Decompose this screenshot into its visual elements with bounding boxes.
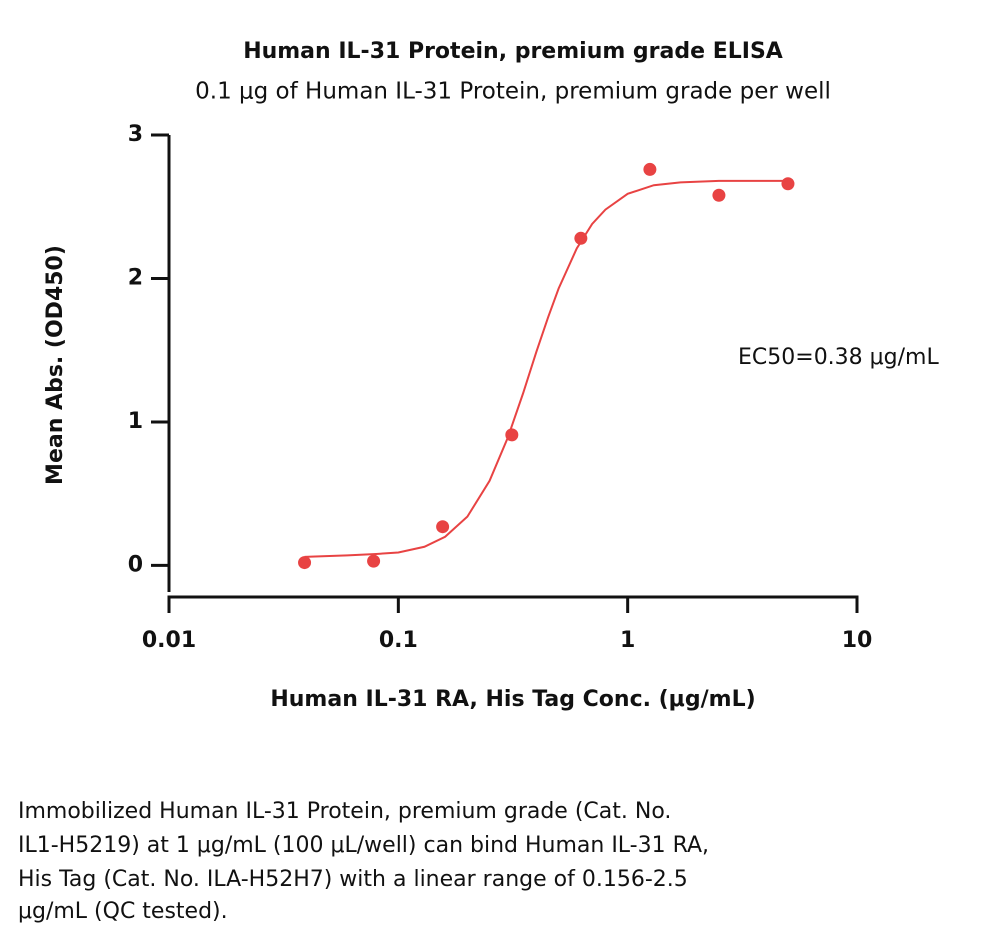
chart-title: Human IL-31 Protein, premium grade ELISA (243, 39, 783, 64)
y-tick-label: 1 (128, 409, 143, 434)
data-point (298, 556, 312, 570)
x-tick-label: 1 (620, 628, 635, 653)
y-tick-label: 3 (128, 122, 143, 147)
x-axis-label: Human IL-31 RA, His Tag Conc. (μg/mL) (270, 687, 755, 712)
y-tick-label: 0 (128, 552, 143, 577)
data-point (781, 177, 795, 191)
fit-curve (304, 179, 788, 558)
chart-subtitle: 0.1 μg of Human IL-31 Protein, premium g… (195, 79, 831, 105)
annotation: EC50=0.38 μg/mL (738, 345, 939, 370)
data-point (436, 520, 450, 534)
data-point (643, 162, 657, 176)
x-tick-label: 0.1 (379, 628, 418, 653)
caption-line: IL1-H5219) at 1 μg/mL (100 μL/well) can … (18, 833, 709, 858)
x-tick-label: 0.01 (142, 628, 196, 653)
caption-line: Immobilized Human IL-31 Protein, premium… (18, 799, 671, 824)
caption-line: His Tag (Cat. No. ILA-H52H7) with a line… (18, 867, 688, 892)
y-tick-label: 2 (128, 265, 143, 290)
x-tick-label: 10 (842, 628, 873, 653)
caption-line: μg/mL (QC tested). (18, 899, 228, 924)
y-axis-label: Mean Abs. (OD450) (43, 245, 68, 485)
data-point (367, 554, 381, 568)
data-point (712, 188, 726, 202)
